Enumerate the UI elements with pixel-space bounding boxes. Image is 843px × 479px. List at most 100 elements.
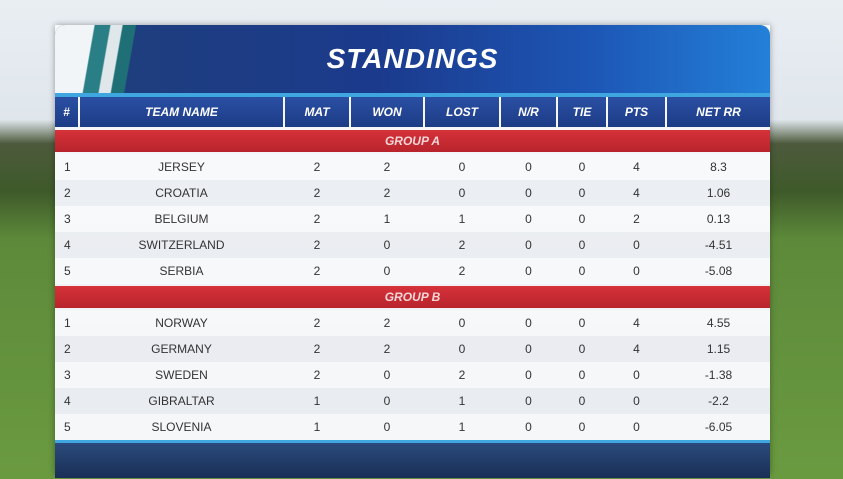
table-cell: 1 [64,160,71,174]
table-cell: 1.15 [706,342,731,356]
table-cell: 4 [64,394,71,408]
table-cell: 2 [458,238,466,252]
table-cell: 5 [64,264,71,278]
table-cell: 2 [313,212,321,226]
table-row: 3 SWEDEN 2 0 2 0 0 0 -1.38 [55,362,770,388]
table-cell: 2 [313,186,321,200]
column-header: N/R [501,97,556,127]
table-cell: 0 [383,420,391,434]
table-cell: 4 [633,316,640,330]
table-cell: 0 [458,160,466,174]
table-cell: 0 [578,264,586,278]
table-cell: -4.51 [704,238,733,252]
table-cell: 0 [525,394,532,408]
table-row: 4 GIBRALTAR 1 0 1 0 0 0 -2.2 [55,388,770,414]
table-cell: 0 [633,394,640,408]
column-header: PTS [608,97,665,127]
table-cell: SWEDEN [155,368,208,382]
table-cell: 2 [64,342,71,356]
table-cell: 2 [313,264,321,278]
table-cell: 0 [458,316,466,330]
table-cell: 0 [383,394,391,408]
table-cell: 2 [313,368,321,382]
table-cell: 0 [458,186,466,200]
table-cell: 1 [313,420,321,434]
table-cell: JERSEY [158,160,205,174]
table-cell: 4 [64,238,71,252]
column-header: # [55,97,78,127]
title: STANDINGS [326,43,499,74]
column-header: WON [351,97,423,127]
table-cell: 5 [64,420,71,434]
table-cell: 0 [458,342,466,356]
column-header: TIE [558,97,606,127]
footer-bar [55,440,770,478]
column-header: NET RR [667,97,770,127]
table-cell: 2 [64,186,71,200]
table-cell: 2 [458,368,466,382]
table-cell: 0 [578,212,586,226]
table-cell: 0 [578,394,586,408]
table-cell: 1 [383,212,391,226]
table-row: 2 CROATIA 2 2 0 0 0 4 1.06 [55,180,770,206]
table-cell: 0 [578,160,586,174]
table-cell: 8.3 [710,160,727,174]
table-cell: GERMANY [151,342,212,356]
table-cell: 1 [458,394,466,408]
table-cell: -2.2 [708,394,729,408]
table-cell: 0 [633,238,640,252]
table-cell: SERBIA [159,264,204,278]
table-cell: 0 [525,212,532,226]
table-cell: 1.06 [706,186,731,200]
table-row: 2 GERMANY 2 2 0 0 0 4 1.15 [55,336,770,362]
table-row: 1 JERSEY 2 2 0 0 0 4 8.3 [55,154,770,180]
table-cell: 2 [633,212,640,226]
table-cell: -6.05 [704,420,733,434]
table-cell: 0 [578,368,586,382]
table-cell: 3 [64,212,71,226]
table-cell: 0 [633,368,640,382]
table-cell: 0.13 [706,212,731,226]
table-cell: 0 [525,368,532,382]
table-cell: SWITZERLAND [138,238,225,252]
table-cell: 0 [525,264,532,278]
table-cell: 1 [458,420,466,434]
table-cell: GIBRALTAR [148,394,215,408]
table-cell: 0 [383,238,391,252]
table-cell: 2 [383,186,391,200]
title-bar: STANDINGS [55,25,770,97]
table-cell: 0 [578,186,586,200]
table-row: 3 BELGIUM 2 1 1 0 0 2 0.13 [55,206,770,232]
table-cell: 4 [633,160,640,174]
table-cell: 2 [383,316,391,330]
table-cell: 0 [525,316,532,330]
table-cell: 0 [578,316,586,330]
table-cell: 0 [633,420,640,434]
table-cell: 0 [525,420,532,434]
table-cell: 0 [578,342,586,356]
table-cell: 0 [578,420,586,434]
table-cell: CROATIA [155,186,208,200]
table-row: 4 SWITZERLAND 2 0 2 0 0 0 -4.51 [55,232,770,258]
table-cell: 2 [458,264,466,278]
table-cell: 2 [313,238,321,252]
table-row: 5 SLOVENIA 1 0 1 0 0 0 -6.05 [55,414,770,440]
table-cell: 4 [633,342,640,356]
table-cell: 0 [383,368,391,382]
standings-panel: STANDINGS # TEAM NAME MAT WON LOST N/R TIE PTS N… [55,25,770,478]
table-cell: 2 [383,342,391,356]
table-cell: 0 [633,264,640,278]
table-cell: 0 [578,238,586,252]
table-cell: 2 [313,316,321,330]
table-cell: -5.08 [704,264,733,278]
table-row: 1 NORWAY 2 2 0 0 0 4 4.55 [55,310,770,336]
group-header: GROUP A [55,130,770,152]
table-cell: 0 [525,186,532,200]
table-row: 5 SERBIA 2 0 2 0 0 0 -5.08 [55,258,770,284]
table-cell: NORWAY [155,316,208,330]
table-cell: 1 [313,394,321,408]
table-cell: 0 [525,238,532,252]
column-header: MAT [285,97,349,127]
group-header: GROUP B [55,286,770,308]
